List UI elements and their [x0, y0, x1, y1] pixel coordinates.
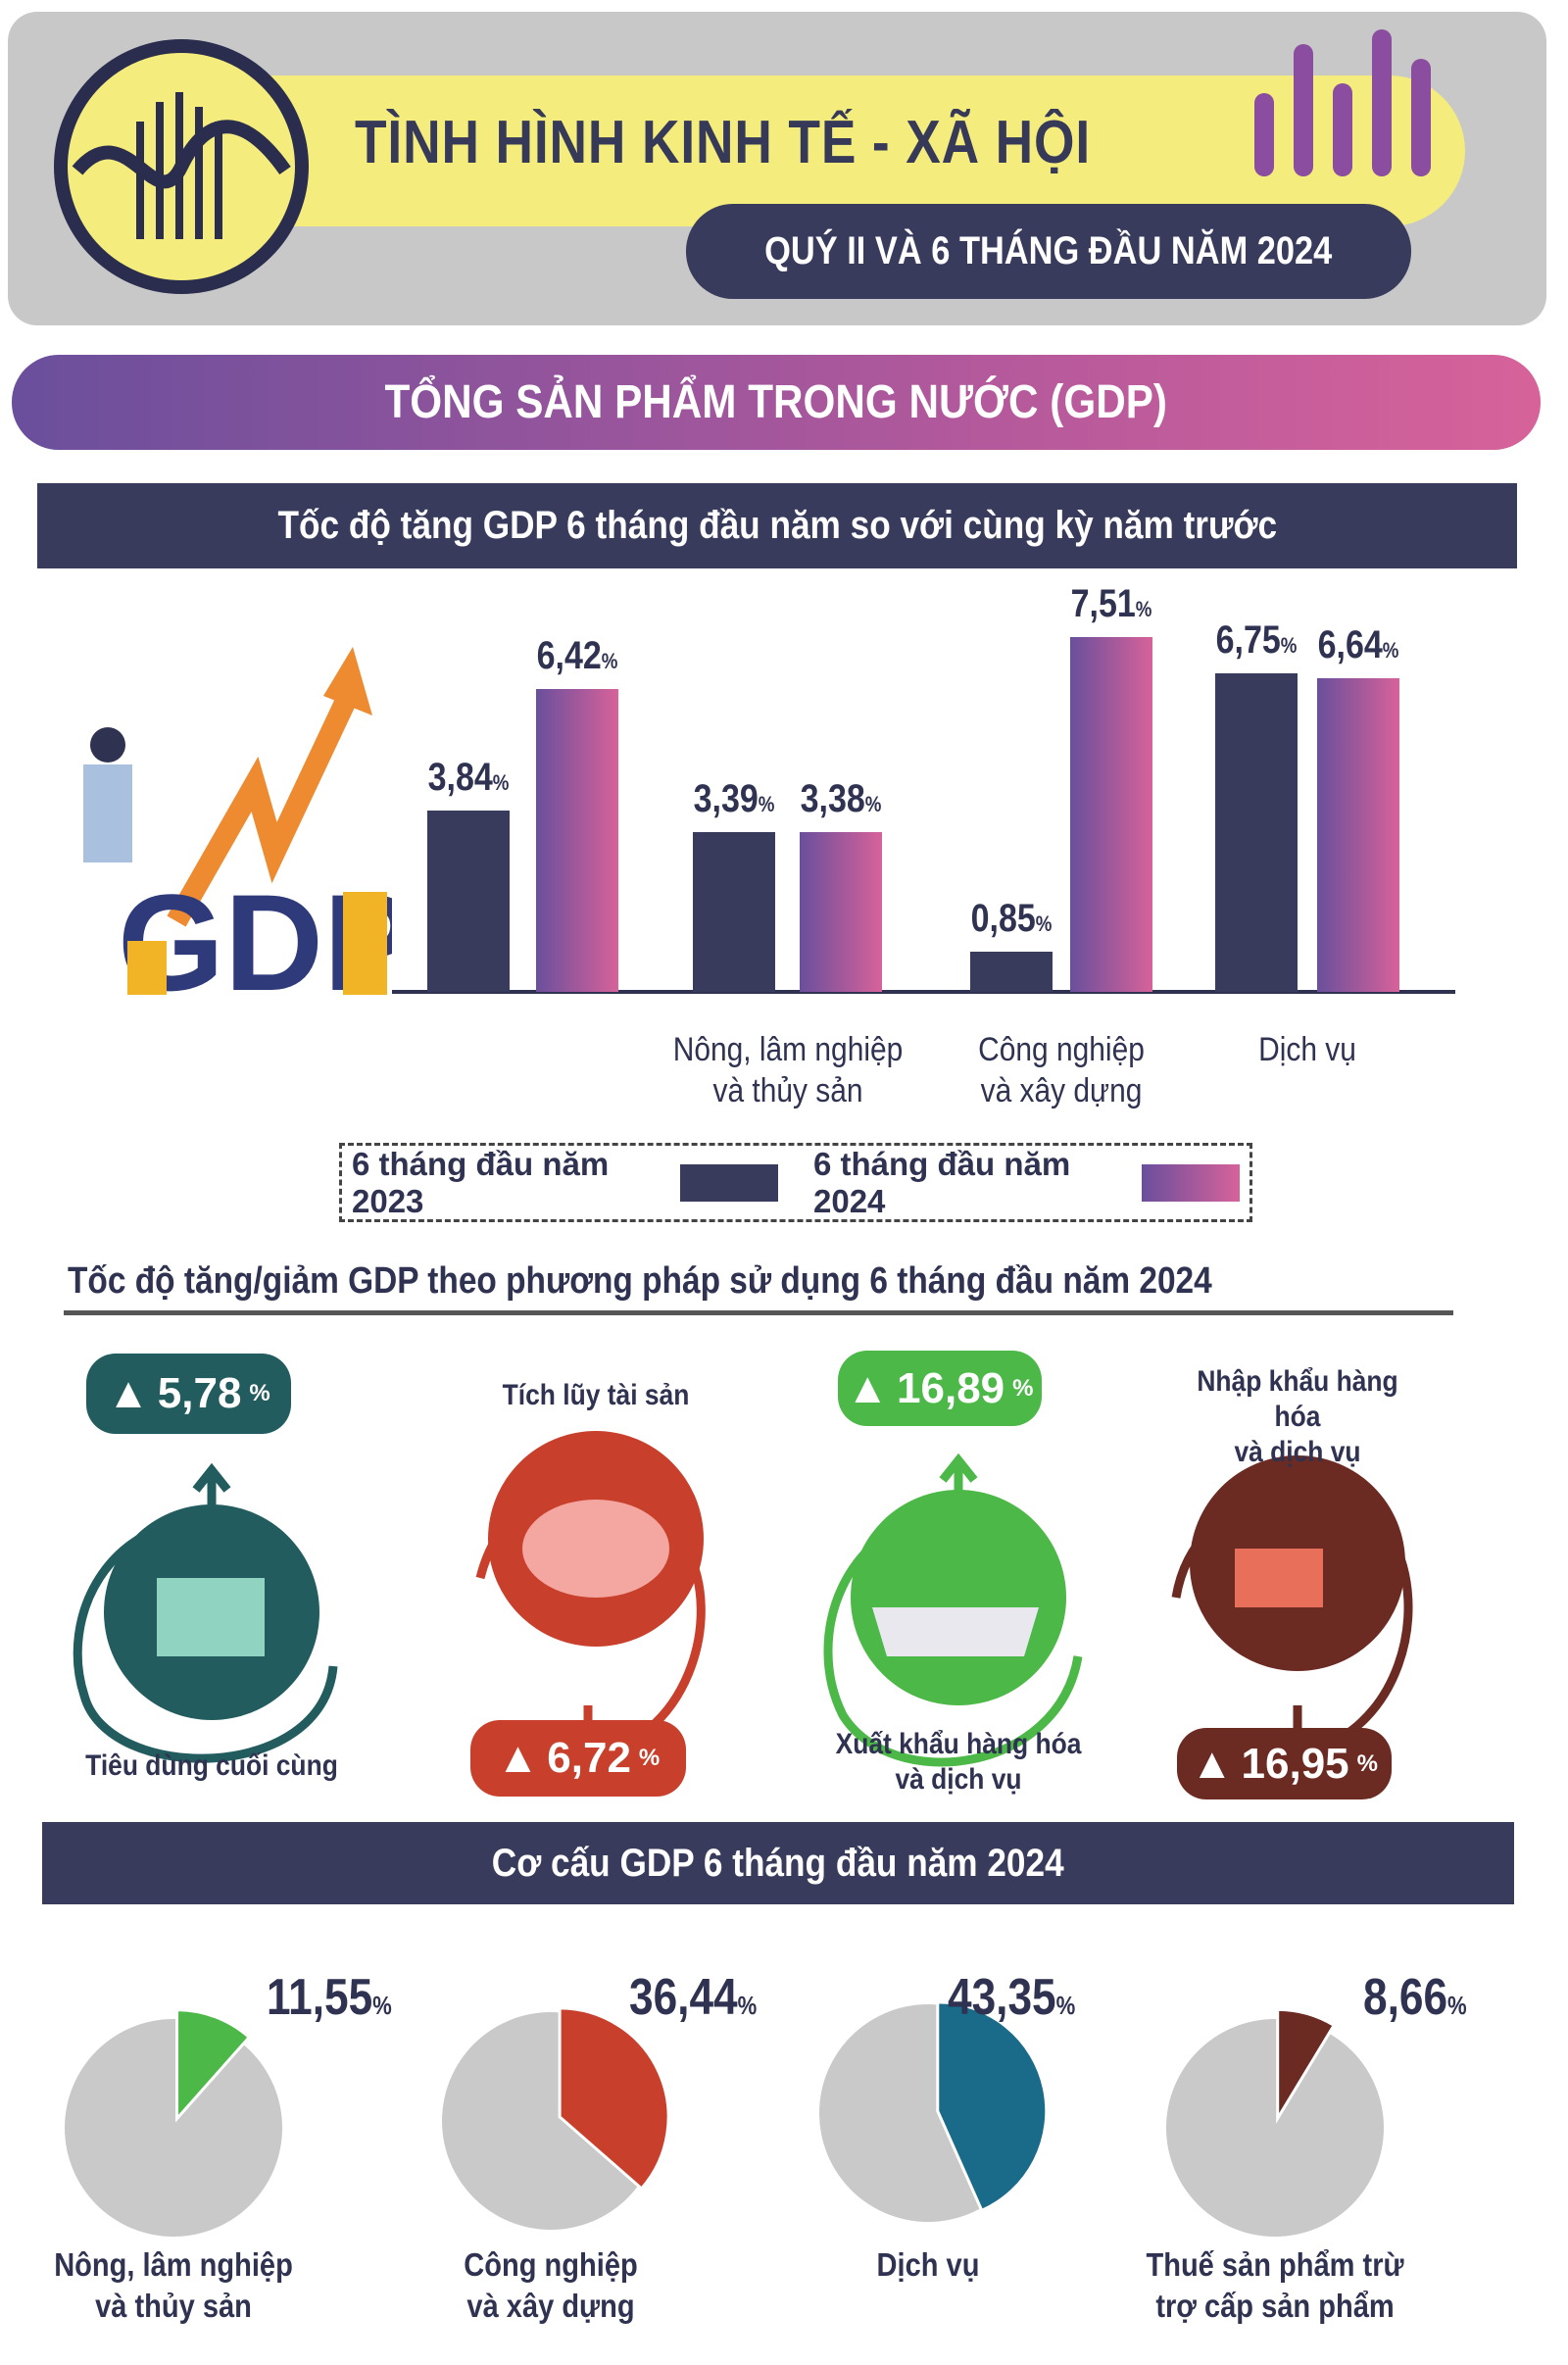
- pie-value-label: 8,66%: [1363, 1969, 1467, 2026]
- pie-chart: [65, 2008, 282, 2237]
- bar-value-label: 0,85%: [970, 897, 1053, 941]
- badge-imports: ▲ 16,95%: [1177, 1728, 1392, 1799]
- bar-2023: [1215, 672, 1298, 992]
- pie-slice: [558, 2006, 670, 2192]
- category-label: Công nghiệp và xây dựng: [978, 1031, 1145, 1109]
- usage-method-title: Tốc độ tăng/giảm GDP theo phương pháp sử…: [68, 1260, 1212, 1302]
- bar-chart-icon: [1254, 29, 1431, 176]
- chart-legend: 6 tháng đầu năm 2023 6 tháng đầu năm 202…: [339, 1143, 1252, 1222]
- pie-remainder: [65, 2019, 282, 2237]
- pie-remainder: [1166, 2019, 1384, 2237]
- bar-value-label: 6,42%: [536, 633, 618, 677]
- legend-label-2023: 6 tháng đầu năm 2023: [352, 1145, 610, 1219]
- cargo-ship-icon: [851, 1490, 1066, 1705]
- label-final-consumption: Tiêu dùng cuối cùng: [85, 1749, 338, 1782]
- page-title: TÌNH HÌNH KINH TẾ - XÃ HỘI: [355, 109, 1092, 176]
- bar-value-label: 6,75%: [1215, 617, 1298, 662]
- gdp-illustration: GDP: [83, 647, 392, 1000]
- pie-category-label: Công nghiệp và xây dựng: [464, 2246, 638, 2324]
- pie-category-label: Dịch vụ: [876, 2246, 980, 2283]
- pie-chart: [819, 2000, 1049, 2222]
- badge-asset-accumulation: ▲ 6,72%: [470, 1720, 686, 1797]
- badge-final-consumption: ▲ 5,78%: [86, 1354, 291, 1434]
- bar-value-label: 7,51%: [1070, 582, 1152, 626]
- bar-2024: [536, 688, 618, 992]
- legend-swatch-2024: [1142, 1163, 1240, 1202]
- bar-value-label: 6,64%: [1317, 622, 1399, 666]
- bar-2024: [800, 832, 882, 992]
- legend-label-2024: 6 tháng đầu năm 2024: [813, 1145, 1071, 1219]
- bar-chart-title: Tốc độ tăng GDP 6 tháng đầu năm so với c…: [37, 483, 1517, 568]
- structure-title: Cơ cấu GDP 6 tháng đầu năm 2024: [42, 1822, 1514, 1904]
- badge-exports: ▲ 16,89%: [838, 1351, 1042, 1426]
- header-band: [181, 75, 1465, 226]
- label-imports: Nhập khẩu hàng hóa và dịch vụ: [1197, 1365, 1398, 1468]
- pie-slice: [936, 2000, 1049, 2213]
- category-label: Nông, lâm nghiệp và thủy sản: [672, 1031, 903, 1109]
- bar-2023: [970, 952, 1053, 992]
- pie-value-label: 36,44%: [629, 1969, 758, 2026]
- pie-chart: [1166, 2007, 1384, 2237]
- bar-2024: [1317, 677, 1399, 992]
- bar-2024: [1070, 637, 1152, 992]
- bar-2023: [427, 810, 510, 992]
- pie-value-label: 11,55%: [267, 1969, 392, 2026]
- legend-swatch-2023: [680, 1163, 778, 1202]
- label-exports: Xuất khẩu hàng hóa và dịch vụ: [835, 1728, 1082, 1796]
- period-pill: QUÝ II VÀ 6 THÁNG ĐẦU NĂM 2024: [686, 204, 1411, 299]
- gso-logo: [54, 39, 309, 294]
- pie-chart: [442, 2006, 670, 2230]
- x-axis: [392, 990, 1455, 994]
- bar-value-label: 3,39%: [693, 776, 775, 820]
- usage-illustrations: [73, 1431, 1413, 1767]
- pie-slice: [175, 2008, 252, 2123]
- divider: [64, 1310, 1453, 1315]
- section-title: TỔNG SẢN PHẨM TRONG NƯỚC (GDP): [12, 355, 1541, 450]
- category-label: Dịch vụ: [1258, 1031, 1356, 1068]
- label-asset-accumulation: Tích lũy tài sản: [502, 1379, 690, 1411]
- pie-category-label: Nông, lâm nghiệp và thủy sản: [54, 2246, 293, 2324]
- bar-value-label: 3,38%: [800, 777, 882, 821]
- pie-slice: [1276, 2007, 1337, 2124]
- bar-2023: [693, 831, 775, 992]
- pie-value-label: 43,35%: [948, 1969, 1076, 2026]
- bar-value-label: 3,84%: [427, 755, 510, 799]
- pie-category-label: Thuế sản phẩm trừ trợ cấp sản phẩm: [1146, 2246, 1404, 2324]
